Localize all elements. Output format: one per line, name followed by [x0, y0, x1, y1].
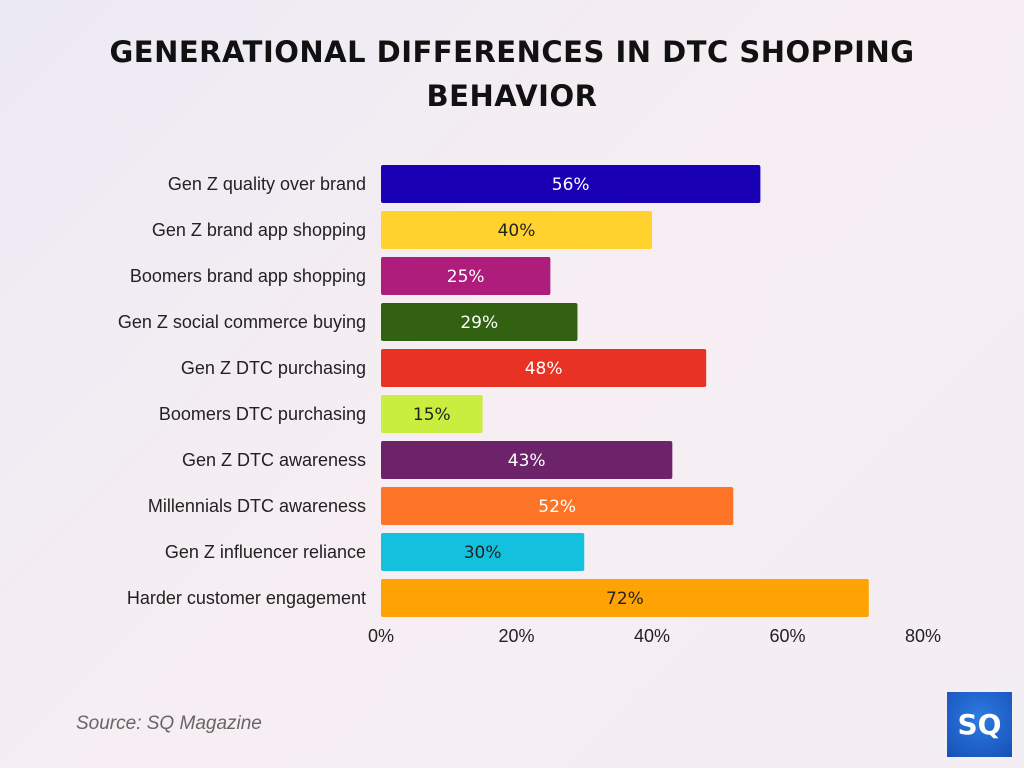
x-tick-label: 0% — [368, 626, 394, 646]
bar — [381, 487, 734, 525]
bar — [381, 165, 761, 203]
bar — [381, 349, 707, 387]
x-tick-label: 40% — [634, 626, 670, 646]
data-label: 40% — [498, 221, 536, 241]
category-label: Gen Z DTC awareness — [182, 450, 366, 470]
bar — [381, 533, 585, 571]
source-note: Source: SQ Magazine — [76, 713, 262, 734]
data-label: 30% — [464, 543, 502, 563]
logo-text: SQ — [957, 708, 1002, 741]
category-label: Boomers brand app shopping — [130, 266, 366, 286]
data-label: 48% — [525, 359, 563, 379]
sq-logo: SQ — [947, 692, 1012, 757]
category-label: Harder customer engagement — [127, 588, 366, 608]
category-label: Gen Z social commerce buying — [118, 312, 366, 332]
category-label: Gen Z quality over brand — [168, 174, 366, 194]
data-label: 25% — [447, 267, 485, 287]
bar — [381, 579, 869, 617]
data-label: 56% — [552, 175, 590, 195]
bar — [381, 395, 483, 433]
x-tick-label: 80% — [905, 626, 941, 646]
data-label: 52% — [538, 497, 576, 517]
bar — [381, 257, 551, 295]
category-label: Millennials DTC awareness — [148, 496, 366, 516]
data-label: 29% — [460, 313, 498, 333]
data-label: 15% — [413, 405, 451, 425]
category-label: Boomers DTC purchasing — [159, 404, 366, 424]
category-label: Gen Z influencer reliance — [165, 542, 366, 562]
data-label: 43% — [508, 451, 546, 471]
x-tick-label: 20% — [498, 626, 534, 646]
chart-title: GENERATIONAL DIFFERENCES IN DTC SHOPPING… — [109, 35, 915, 113]
bar — [381, 441, 673, 479]
category-label: Gen Z brand app shopping — [152, 220, 366, 240]
data-label: 72% — [606, 589, 644, 609]
category-label: Gen Z DTC purchasing — [181, 358, 366, 378]
x-tick-label: 60% — [769, 626, 805, 646]
bar — [381, 303, 578, 341]
bar — [381, 211, 652, 249]
